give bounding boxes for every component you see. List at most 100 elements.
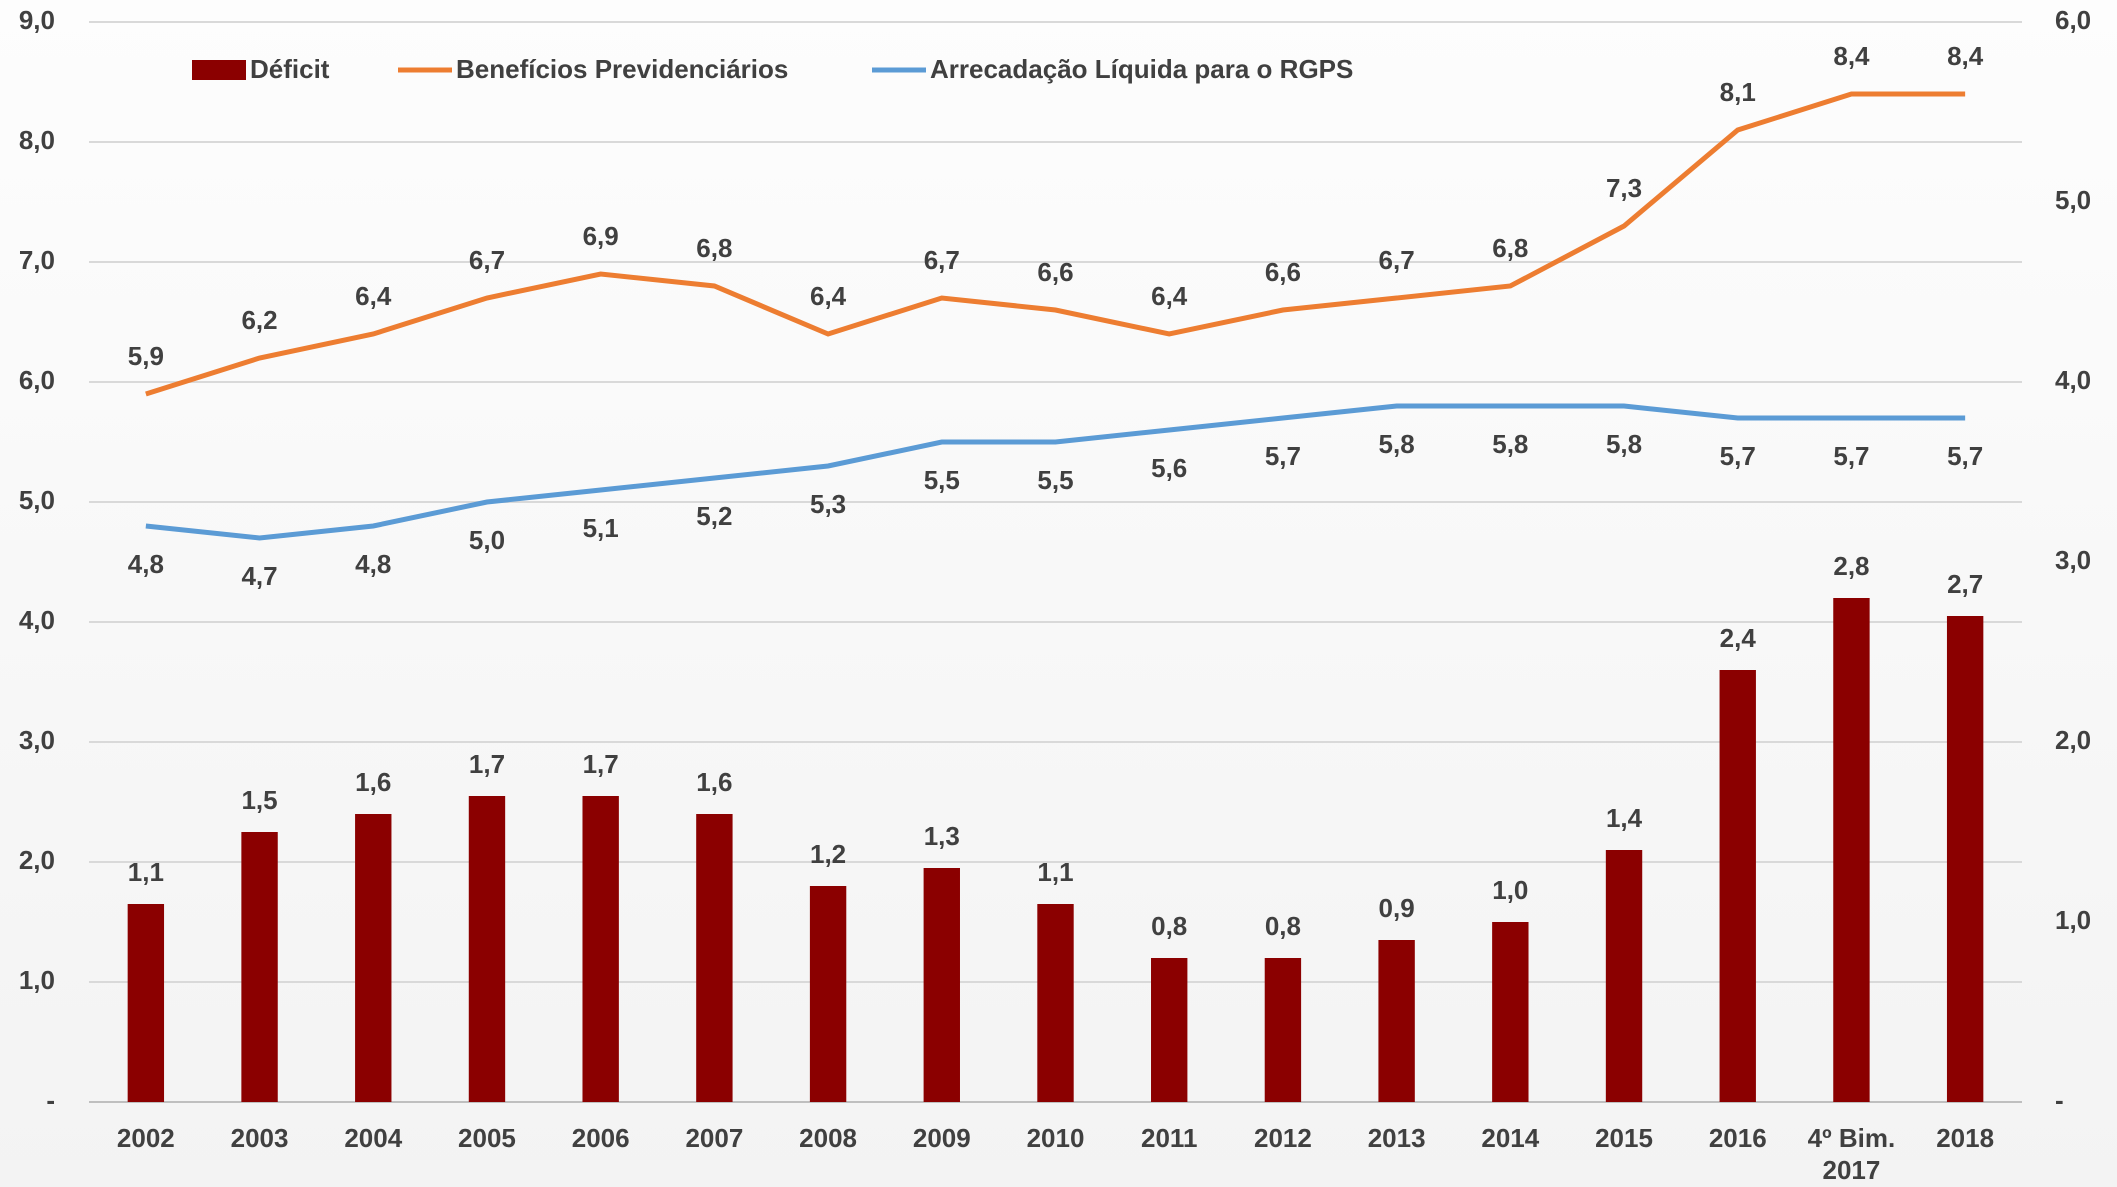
- data-label: 8,4: [1947, 41, 1984, 71]
- bar: [127, 904, 165, 1102]
- y2-tick-label: 2,0: [2055, 725, 2091, 755]
- y2-tick-label: 5,0: [2055, 185, 2091, 215]
- x-tick-label: 2004: [344, 1123, 403, 1153]
- data-label: 6,7: [924, 245, 960, 275]
- data-label: 1,1: [128, 857, 164, 887]
- bar: [468, 796, 506, 1102]
- x-tick-label: 2011: [1141, 1123, 1198, 1153]
- y-tick-label: 8,0: [19, 125, 55, 155]
- bar: [1378, 940, 1415, 1102]
- x-tick-label: 2009: [912, 1123, 971, 1153]
- data-label: 0,8: [1151, 911, 1187, 941]
- y2-tick-label: 1,0: [2055, 905, 2091, 935]
- data-label: 6,9: [583, 221, 619, 251]
- data-label: 5,6: [1151, 453, 1187, 483]
- x-tick-label: 2010: [1026, 1123, 1085, 1153]
- data-label: 2,7: [1947, 569, 1983, 599]
- bar: [1833, 598, 1870, 1102]
- data-label: 6,6: [1037, 257, 1073, 287]
- data-label: 5,8: [1606, 429, 1642, 459]
- bar: [1151, 958, 1188, 1102]
- data-label: 6,4: [810, 281, 847, 311]
- bar: [1946, 616, 1984, 1102]
- bar: [1264, 958, 1302, 1102]
- x-tick-label: 2006: [571, 1123, 630, 1153]
- y2-tick-label: 6,0: [2055, 5, 2091, 35]
- bar: [241, 832, 278, 1102]
- x-tick-label: 4º Bim. 2017: [1807, 1123, 1896, 1185]
- data-label: 1,2: [810, 839, 846, 869]
- y-tick-label: 3,0: [19, 725, 55, 755]
- data-label: 5,2: [696, 501, 732, 531]
- bar: [355, 814, 392, 1102]
- x-tick-label: 2005: [458, 1123, 516, 1153]
- data-label: 5,7: [1265, 441, 1301, 471]
- data-label: 6,2: [241, 305, 277, 335]
- bar: [923, 868, 960, 1102]
- y-tick-label: 1,0: [19, 965, 55, 995]
- data-label: 1,5: [241, 785, 277, 815]
- x-tick-label: 2018: [1936, 1123, 1995, 1153]
- y-tick-label: 2,0: [19, 845, 55, 875]
- data-label: 5,7: [1720, 441, 1756, 471]
- bar: [1492, 922, 1529, 1102]
- data-label: 2,8: [1833, 551, 1869, 581]
- data-label: 6,4: [1151, 281, 1188, 311]
- y-tick-label: 5,0: [19, 485, 55, 515]
- data-label: 6,4: [355, 281, 392, 311]
- x-tick-label: 2016: [1708, 1123, 1767, 1153]
- y2-tick-label: -: [2055, 1085, 2064, 1115]
- data-label: 5,0: [469, 525, 505, 555]
- y2-tick-label: 4,0: [2055, 365, 2091, 395]
- data-label: 8,1: [1720, 77, 1756, 107]
- bar: [1605, 850, 1643, 1102]
- bar: [696, 814, 733, 1102]
- data-label: 6,6: [1265, 257, 1301, 287]
- bar: [809, 886, 847, 1102]
- data-label: 1,7: [469, 749, 505, 779]
- y-tick-label: 9,0: [19, 5, 55, 35]
- data-label: 6,8: [696, 233, 732, 263]
- legend-label: Déficit: [250, 54, 330, 84]
- data-label: 1,7: [583, 749, 619, 779]
- data-label: 5,7: [1833, 441, 1869, 471]
- legend-label: Benefícios Previdenciários: [456, 54, 788, 84]
- data-label: 0,9: [1379, 893, 1415, 923]
- line: [145, 91, 1966, 397]
- data-label: 4,8: [128, 549, 164, 579]
- legend-swatch: [192, 60, 246, 80]
- data-label: 4,8: [355, 549, 391, 579]
- data-label: 5,7: [1947, 441, 1983, 471]
- x-tick-label: 2008: [799, 1123, 857, 1153]
- x-tick-label: 2015: [1595, 1123, 1653, 1153]
- data-label: 0,8: [1265, 911, 1301, 941]
- data-label: 5,5: [924, 465, 960, 495]
- data-label: 7,3: [1606, 173, 1642, 203]
- data-label: 1,4: [1606, 803, 1643, 833]
- data-label: 6,8: [1492, 233, 1528, 263]
- x-tick-label: 2013: [1367, 1123, 1426, 1153]
- line: [145, 403, 1966, 541]
- x-tick-label: 2012: [1253, 1123, 1312, 1153]
- data-label: 1,3: [924, 821, 960, 851]
- data-label: 4,7: [241, 561, 277, 591]
- data-label: 5,5: [1037, 465, 1073, 495]
- bar: [1037, 904, 1074, 1102]
- y-tick-label: 6,0: [19, 365, 55, 395]
- data-label: 1,1: [1037, 857, 1073, 887]
- x-tick-label: 2007: [685, 1123, 744, 1153]
- data-label: 6,7: [1379, 245, 1415, 275]
- bar: [582, 796, 619, 1102]
- data-label: 5,3: [810, 489, 846, 519]
- data-label: 5,9: [128, 341, 164, 371]
- data-label: 1,6: [696, 767, 732, 797]
- x-tick-label: 2014: [1481, 1123, 1540, 1153]
- legend-label: Arrecadação Líquida para o RGPS: [930, 54, 1353, 84]
- data-label: 8,4: [1833, 41, 1870, 71]
- data-label: 5,1: [583, 513, 619, 543]
- data-label: 1,0: [1492, 875, 1528, 905]
- y2-tick-label: 3,0: [2055, 545, 2091, 575]
- y-tick-label: 7,0: [19, 245, 55, 275]
